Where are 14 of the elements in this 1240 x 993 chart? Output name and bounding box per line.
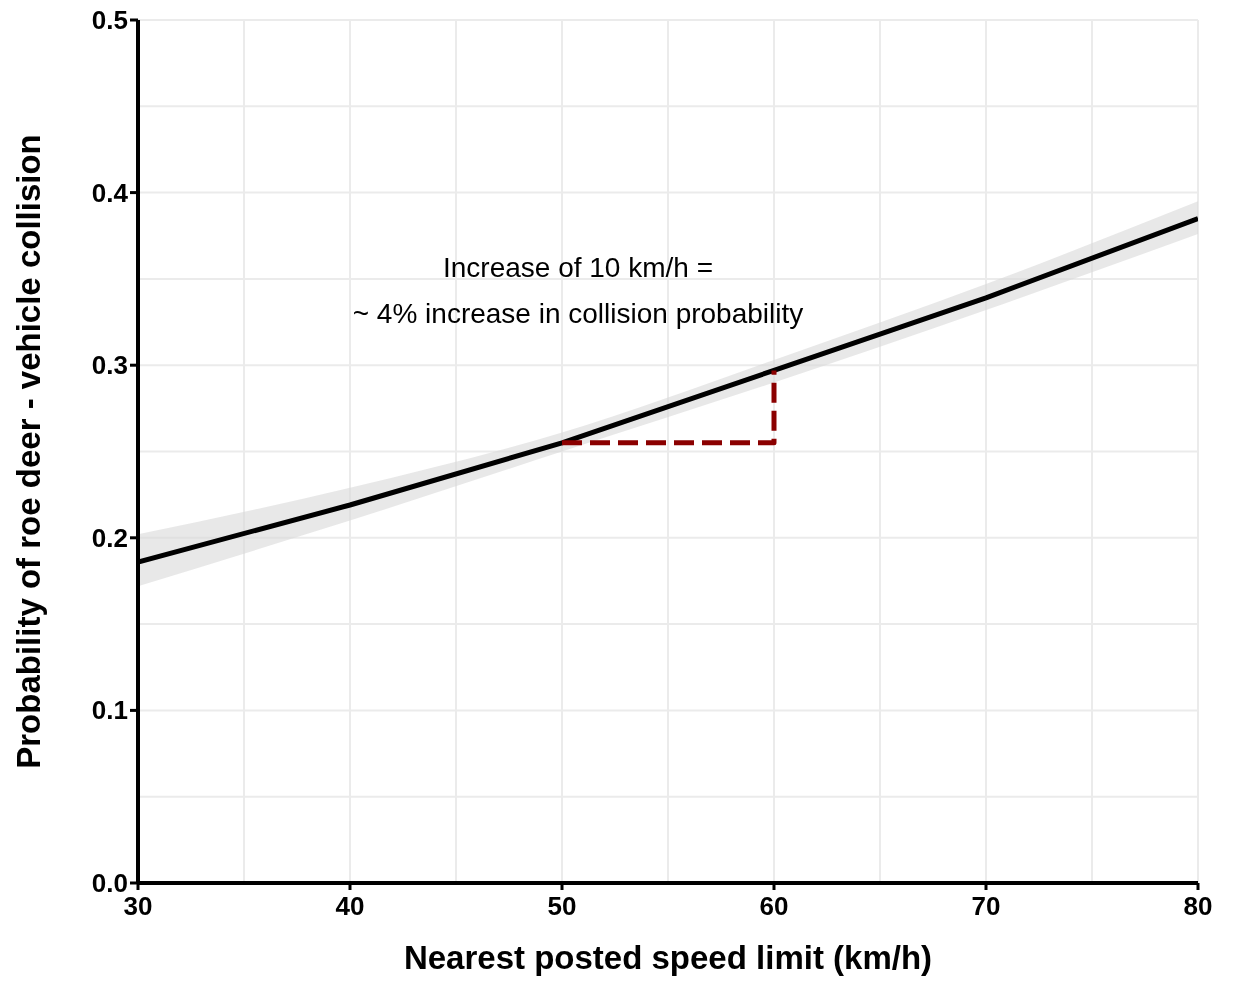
y-tick-label: 0.5 bbox=[91, 5, 128, 35]
x-tick-label: 40 bbox=[335, 891, 365, 921]
y-axis-title: Probability of roe deer - vehicle collision bbox=[9, 134, 47, 769]
x-tick-label: 80 bbox=[1183, 891, 1213, 921]
y-tick-label: 0.1 bbox=[91, 695, 128, 726]
x-tick-label: 70 bbox=[971, 891, 1001, 921]
x-axis-title: Nearest posted speed limit (km/h) bbox=[403, 939, 933, 976]
y-tick-label: 0.2 bbox=[91, 522, 128, 553]
annotation: ~ 4% increase in collision probability bbox=[351, 298, 805, 330]
x-tick-label: 60 bbox=[759, 891, 789, 921]
y-tick-label: 0.4 bbox=[91, 177, 129, 208]
x-tick-label: 50 bbox=[547, 891, 577, 921]
y-tick-label: 0.3 bbox=[91, 350, 128, 381]
annotation: Increase of 10 km/h = bbox=[441, 252, 714, 284]
